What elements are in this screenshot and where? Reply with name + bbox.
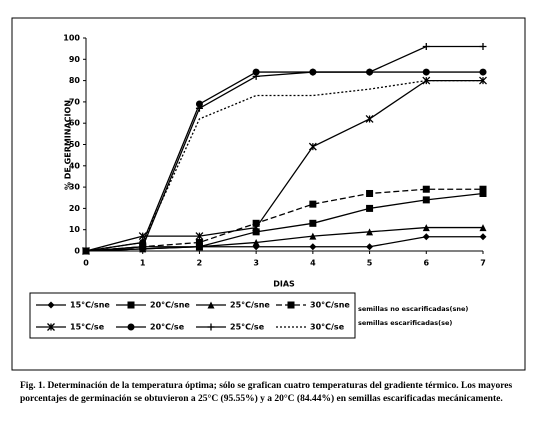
marker bbox=[195, 232, 204, 241]
y-axis-label: % DE GERMINACION bbox=[64, 100, 73, 190]
x-tick-label: 3 bbox=[253, 259, 259, 268]
marker bbox=[252, 219, 260, 227]
y-tick-label: 100 bbox=[63, 34, 80, 43]
series-line bbox=[85, 71, 483, 252]
series-line bbox=[85, 226, 483, 252]
legend-label: 20°C/sne bbox=[150, 301, 190, 310]
x-tick-label: 4 bbox=[310, 259, 316, 268]
marker bbox=[422, 185, 430, 193]
marker bbox=[309, 219, 317, 227]
marker bbox=[422, 68, 430, 76]
marker bbox=[127, 301, 135, 309]
y-tick-label: 10 bbox=[69, 225, 81, 234]
series-line bbox=[85, 192, 484, 252]
marker bbox=[479, 233, 487, 241]
legend-box bbox=[29, 292, 356, 339]
caption: Fig. 1. Determinación de la temperatura … bbox=[20, 381, 513, 404]
x-tick-label: 6 bbox=[423, 259, 429, 268]
chart: % DE GERMINACION DIAS semillas no escari… bbox=[11, 17, 526, 371]
marker bbox=[365, 114, 374, 123]
legend-note: semillas no escarificadas(sne) bbox=[358, 305, 468, 313]
marker bbox=[422, 196, 430, 204]
marker bbox=[479, 68, 487, 76]
marker bbox=[195, 104, 203, 112]
marker bbox=[195, 100, 203, 108]
marker bbox=[207, 301, 215, 309]
y-tick-label: 30 bbox=[69, 183, 81, 192]
marker bbox=[479, 76, 487, 85]
x-tick-label: 2 bbox=[197, 259, 203, 268]
marker bbox=[47, 323, 55, 331]
marker bbox=[366, 189, 374, 197]
series-line bbox=[85, 79, 483, 252]
x-tick-label: 5 bbox=[367, 259, 373, 268]
marker bbox=[207, 323, 215, 331]
marker bbox=[139, 243, 147, 251]
marker bbox=[309, 243, 317, 251]
marker bbox=[422, 224, 430, 232]
marker bbox=[308, 142, 317, 151]
legend-label: 15°C/sne bbox=[70, 301, 110, 310]
legend-label: 25°C/se bbox=[230, 323, 265, 332]
marker bbox=[287, 301, 295, 309]
series-line bbox=[85, 79, 483, 252]
marker bbox=[479, 185, 487, 193]
marker bbox=[47, 301, 55, 309]
marker bbox=[422, 233, 430, 241]
y-tick-label: 70 bbox=[69, 97, 81, 106]
marker bbox=[252, 68, 260, 76]
x-tick-label: 1 bbox=[140, 259, 146, 268]
y-tick-label: 50 bbox=[69, 140, 81, 149]
marker bbox=[252, 72, 260, 80]
legend-label: 30°C/sne bbox=[310, 301, 350, 310]
legend-label: 20°C/se bbox=[150, 323, 185, 332]
marker bbox=[195, 243, 203, 251]
y-tick-label: 40 bbox=[69, 161, 81, 170]
marker bbox=[479, 43, 487, 51]
marker bbox=[252, 238, 260, 246]
legend-label: 25°C/sne bbox=[230, 301, 270, 310]
marker bbox=[309, 68, 317, 76]
series-line bbox=[85, 188, 483, 252]
x-axis-label: DIAS bbox=[273, 280, 295, 289]
legend-label: 30°C/se bbox=[310, 323, 345, 332]
marker bbox=[479, 224, 487, 232]
marker bbox=[422, 43, 430, 51]
marker bbox=[366, 228, 374, 236]
y-tick-label: 90 bbox=[69, 55, 81, 64]
frame bbox=[11, 17, 526, 371]
y-tick-label: 20 bbox=[69, 204, 81, 213]
marker bbox=[309, 232, 317, 240]
marker bbox=[127, 323, 135, 331]
marker bbox=[479, 189, 487, 197]
series-line bbox=[85, 45, 483, 252]
y-tick-label: 60 bbox=[69, 119, 81, 128]
marker bbox=[366, 243, 374, 251]
legend-label: 15°C/se bbox=[70, 323, 105, 332]
y-tick-label: 80 bbox=[69, 76, 81, 85]
x-tick-label: 7 bbox=[480, 259, 486, 268]
marker bbox=[195, 238, 203, 246]
marker bbox=[309, 200, 317, 208]
marker bbox=[252, 223, 261, 232]
x-tick-label: 0 bbox=[83, 259, 89, 268]
marker bbox=[252, 228, 260, 236]
marker bbox=[366, 68, 374, 76]
y-tick-label: 0 bbox=[74, 247, 80, 256]
legend-note: semillas escarificadas(se) bbox=[358, 319, 452, 327]
marker bbox=[366, 204, 374, 212]
